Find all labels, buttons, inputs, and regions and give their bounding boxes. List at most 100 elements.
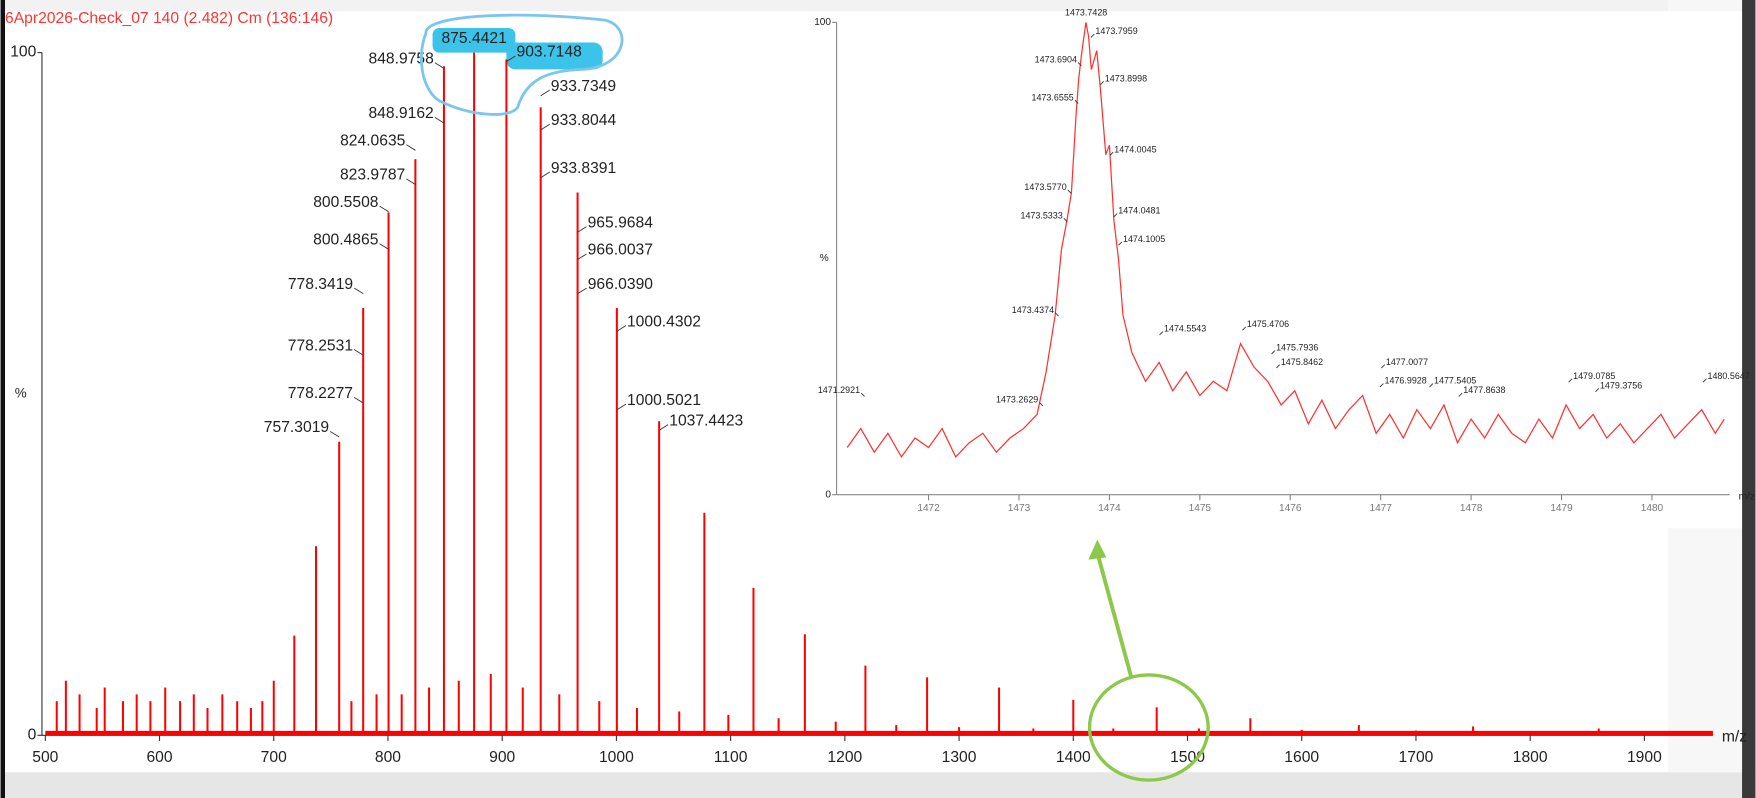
label-leader xyxy=(1271,350,1276,355)
label-leader xyxy=(1159,331,1164,336)
label-leader xyxy=(1379,383,1384,388)
label-leader xyxy=(1595,387,1600,392)
peak-label: 778.3419 xyxy=(288,276,353,293)
peak-label: 800.5508 xyxy=(313,194,379,211)
label-leader xyxy=(406,178,416,185)
x-tick-label: 500 xyxy=(32,749,58,766)
x-tick-label: 1479 xyxy=(1550,503,1573,514)
y-tick-label: 0 xyxy=(28,726,37,743)
peak-label: 1474.1005 xyxy=(1123,234,1165,244)
peak-label: 1471.2921 xyxy=(818,385,860,395)
green-circle xyxy=(1087,673,1210,782)
peak-label: 933.8391 xyxy=(551,160,616,177)
peak-label: 1473.5333 xyxy=(1020,210,1062,220)
label-leader xyxy=(434,62,445,69)
x-tick-label: 900 xyxy=(489,749,515,766)
y-axis-label: % xyxy=(15,386,27,401)
blue-circle xyxy=(419,13,624,116)
peak-label: 965.9684 xyxy=(588,214,654,231)
label-leader xyxy=(540,89,550,97)
inset-panel xyxy=(808,11,1743,529)
y-tick-label: 100 xyxy=(10,44,36,61)
label-leader xyxy=(1113,213,1118,218)
label-leader xyxy=(616,403,627,411)
x-tick-label: 1500 xyxy=(1170,749,1205,766)
peak-label: 1473.7959 xyxy=(1095,26,1137,36)
peak-label: 778.2277 xyxy=(288,385,353,402)
x-tick-label: 1300 xyxy=(942,749,977,766)
peak-label: 966.0037 xyxy=(588,242,653,259)
label-leader xyxy=(577,226,587,233)
y-axis-label: % xyxy=(820,253,829,264)
peak-label: 1475.4706 xyxy=(1247,319,1289,329)
label-leader xyxy=(540,123,550,131)
x-tick-label: 1100 xyxy=(714,749,748,766)
highlight xyxy=(506,42,603,70)
x-tick-label: 1600 xyxy=(1284,749,1319,766)
x-tick-label: 1700 xyxy=(1399,749,1434,766)
x-tick-label: 1480 xyxy=(1641,503,1664,514)
peak-label: 1473.6555 xyxy=(1032,92,1074,102)
peak-label: 1473.2629 xyxy=(996,395,1038,405)
x-tick-label: 1474 xyxy=(1098,503,1121,514)
label-leader xyxy=(379,205,389,213)
label-leader xyxy=(1702,378,1707,383)
peak-label: 1000.4302 xyxy=(627,313,701,330)
peak-label: 823.9787 xyxy=(340,167,405,184)
left-edge xyxy=(0,0,6,798)
bottom-strip xyxy=(0,772,1756,798)
peak-label: 800.4865 xyxy=(313,231,379,248)
label-leader xyxy=(616,325,627,332)
x-tick-label: 1472 xyxy=(917,503,940,514)
peak-label: 1477.0077 xyxy=(1386,357,1428,367)
peak-label: 1477.5405 xyxy=(1434,376,1476,386)
peak-label: 966.0390 xyxy=(588,276,654,293)
peak-label: 1037.4423 xyxy=(669,412,743,429)
peak-label: 1473.8998 xyxy=(1105,73,1147,83)
label-leader xyxy=(506,55,516,62)
label-leader xyxy=(1381,364,1386,369)
label-leader xyxy=(1276,364,1281,369)
peak-label: 778.2531 xyxy=(288,337,353,354)
peak-label: 933.8044 xyxy=(551,112,617,129)
label-leader xyxy=(1074,99,1079,104)
label-leader xyxy=(658,424,669,431)
peak-label: 1474.0481 xyxy=(1118,206,1160,216)
peak-label: 1473.4374 xyxy=(1012,305,1054,315)
label-leader xyxy=(330,431,340,438)
label-leader xyxy=(1054,312,1059,317)
x-tick-label: 800 xyxy=(375,749,401,766)
peak-label: 1475.7936 xyxy=(1276,343,1318,353)
label-leader xyxy=(1067,189,1072,194)
peak-label: 1473.7428 xyxy=(1065,7,1107,17)
spectrum-line xyxy=(846,22,1725,459)
x-tick-label: 1000 xyxy=(599,749,634,766)
x-tick-label: 1478 xyxy=(1460,503,1483,514)
peak-label: 903.7148 xyxy=(517,44,583,61)
label-leader xyxy=(379,243,389,250)
highlight xyxy=(432,27,516,53)
label-leader xyxy=(1077,62,1082,67)
label-leader xyxy=(1242,326,1247,331)
peak-label: 1479.0785 xyxy=(1573,371,1615,381)
x-tick-label: 1476 xyxy=(1279,503,1302,514)
label-leader xyxy=(860,392,865,397)
x-tick-label: 1473 xyxy=(1008,503,1031,514)
label-leader xyxy=(577,253,587,260)
label-leader xyxy=(577,287,587,295)
label-leader xyxy=(1090,33,1095,38)
peak-label: 1474.0045 xyxy=(1114,144,1156,154)
label-leader xyxy=(1429,383,1434,388)
y-tick-label: 100 xyxy=(814,17,831,28)
label-leader xyxy=(434,117,445,124)
peak-label: 1480.5647 xyxy=(1707,371,1749,381)
x-tick-label: 1800 xyxy=(1513,749,1548,766)
x-tick-label: 1200 xyxy=(827,749,862,766)
label-leader xyxy=(1458,392,1463,397)
label-leader xyxy=(1063,217,1068,222)
label-leader xyxy=(1100,80,1105,85)
peak-label: 1473.5770 xyxy=(1024,182,1066,192)
label-leader xyxy=(1118,241,1123,246)
